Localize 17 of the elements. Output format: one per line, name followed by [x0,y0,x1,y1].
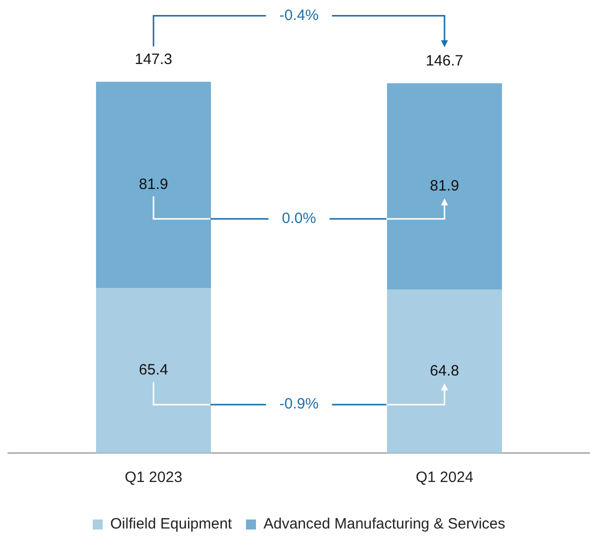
annotation: -0.9% [279,396,319,413]
annotation: 0.0% [282,210,316,228]
bar [387,83,502,290]
data-label: 65.4 [138,362,168,379]
x-tick-label: Q1 2023 [124,469,182,486]
total-label: 147.3 [134,50,172,68]
legend-label: Oilfield Equipment [110,516,233,533]
legend-label: Advanced Manufacturing & Services [263,516,506,533]
data-label: 64.8 [430,362,460,380]
data-label: 81.9 [430,178,460,195]
bar [387,290,502,453]
x-tick-label: Q1 2024 [416,469,474,486]
data-label: 81.9 [138,176,168,194]
text: -0.4% [279,6,319,24]
total-label: 146.7 [426,52,464,70]
bar [96,82,211,288]
bar [96,288,211,453]
